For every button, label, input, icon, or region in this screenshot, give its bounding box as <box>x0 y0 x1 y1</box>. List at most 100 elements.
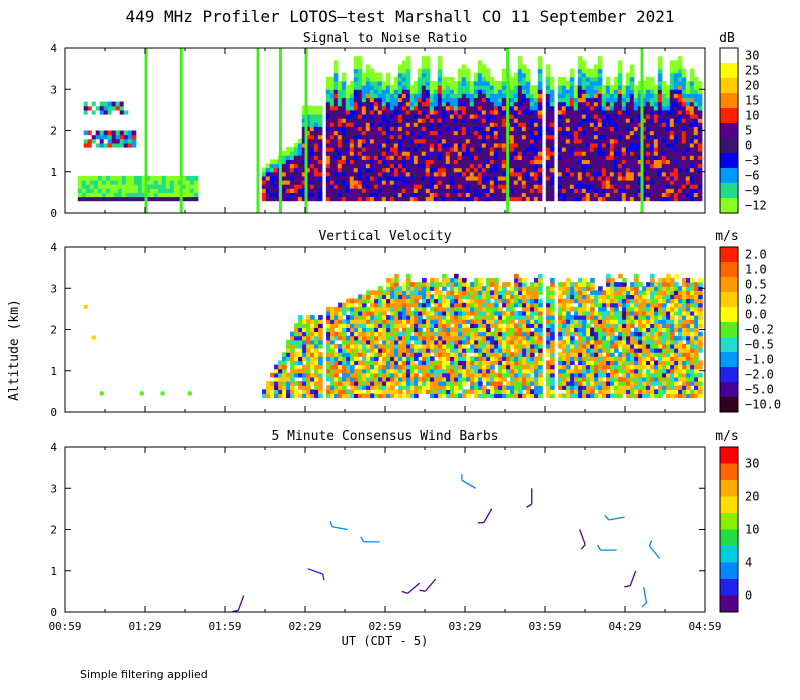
snr-cell <box>341 97 347 103</box>
snr-cell <box>473 175 479 181</box>
snr-cell <box>613 76 619 82</box>
vv-cell <box>418 327 423 333</box>
vv-cell <box>418 360 423 366</box>
vv-cell <box>434 352 439 357</box>
vv-cell <box>458 302 463 308</box>
vv-cell <box>406 393 411 399</box>
vv-cell <box>338 302 343 308</box>
vv-cell <box>406 372 411 378</box>
snr-cell <box>589 97 595 103</box>
snr-cell <box>301 171 307 177</box>
snr-cell <box>437 56 443 61</box>
snr-cell <box>597 81 603 86</box>
vv-cell <box>458 294 463 300</box>
snr-cell <box>473 167 479 173</box>
vv-cell <box>462 310 467 316</box>
snr-cell <box>425 130 431 136</box>
snr-cell <box>569 184 575 189</box>
vv-cell <box>522 302 527 308</box>
snr-cell <box>649 147 655 152</box>
snr-cell <box>549 175 555 181</box>
snr-cell <box>601 118 607 123</box>
snr-cell <box>557 76 563 82</box>
snr-cell <box>369 101 375 107</box>
snr-cell <box>361 196 367 202</box>
vv-cell <box>310 364 315 370</box>
snr-cell <box>681 180 687 185</box>
vv-cell <box>318 381 323 386</box>
snr-cell <box>465 81 471 86</box>
snr-cell <box>485 126 491 132</box>
vv-cell <box>326 348 331 353</box>
vv-cell <box>510 298 515 304</box>
snr-cell <box>333 114 339 119</box>
vv-cell <box>286 385 291 390</box>
snr-cell <box>353 85 359 90</box>
snr-cell <box>345 184 351 189</box>
snr-cell <box>297 147 303 152</box>
vv-cell <box>506 372 511 378</box>
snr-cell <box>513 97 519 103</box>
vv-cell <box>378 343 383 349</box>
vv-cell <box>474 286 479 291</box>
vv-cell <box>306 381 311 386</box>
snr-cell <box>333 184 339 189</box>
snr-cell <box>613 188 619 193</box>
snr-vertical-line <box>304 48 308 213</box>
snr-cell <box>681 196 687 202</box>
snr-cell <box>473 105 479 111</box>
vv-cell <box>438 389 443 394</box>
vv-cell <box>430 335 435 341</box>
snr-cell <box>569 76 575 82</box>
snr-cell <box>585 163 591 169</box>
vv-cell <box>514 298 519 304</box>
snr-cell <box>305 192 311 198</box>
vv-cell <box>370 364 375 370</box>
snr-cell <box>369 134 375 140</box>
vv-cell <box>310 381 315 386</box>
snr-cell <box>517 130 523 136</box>
snr-cell <box>517 122 523 127</box>
snr-cell <box>561 105 567 111</box>
snr-cell <box>597 118 603 123</box>
snr-cell <box>609 171 615 177</box>
snr-cell <box>301 126 307 132</box>
snr-cell <box>381 147 387 152</box>
snr-cell <box>593 118 599 123</box>
snr-cell <box>593 171 599 177</box>
vv-cell <box>430 310 435 316</box>
snr-cell <box>593 134 599 140</box>
vv-cell <box>426 381 431 386</box>
snr-cell <box>485 151 491 156</box>
snr-cell <box>417 85 423 90</box>
snr-cell <box>453 192 459 198</box>
snr-cell <box>601 105 607 111</box>
vv-cell <box>390 343 395 349</box>
vv-cell <box>462 331 467 337</box>
vv-cell <box>338 356 343 361</box>
vv-cell <box>346 381 351 386</box>
snr-cell <box>93 175 99 181</box>
snr-cell <box>377 167 383 173</box>
vv-cell <box>438 319 443 324</box>
snr-cell <box>573 155 579 160</box>
snr-cell <box>405 72 411 78</box>
colorbar-label: −3 <box>745 154 759 168</box>
snr-cell <box>457 126 463 132</box>
snr-cell <box>365 81 371 86</box>
snr-cell <box>107 105 113 111</box>
snr-cell <box>609 101 615 107</box>
snr-cell <box>413 188 419 193</box>
snr-cell <box>657 192 663 198</box>
vv-cell <box>414 306 419 312</box>
snr-cell <box>373 72 379 78</box>
snr-cell <box>453 130 459 136</box>
vv-cell <box>390 315 395 320</box>
snr-cell <box>377 89 383 94</box>
snr-cell <box>481 142 487 148</box>
snr-cell <box>353 64 359 70</box>
snr-cell <box>285 192 291 198</box>
snr-cell <box>397 118 403 123</box>
snr-cell <box>461 175 467 181</box>
snr-cell <box>617 81 623 86</box>
